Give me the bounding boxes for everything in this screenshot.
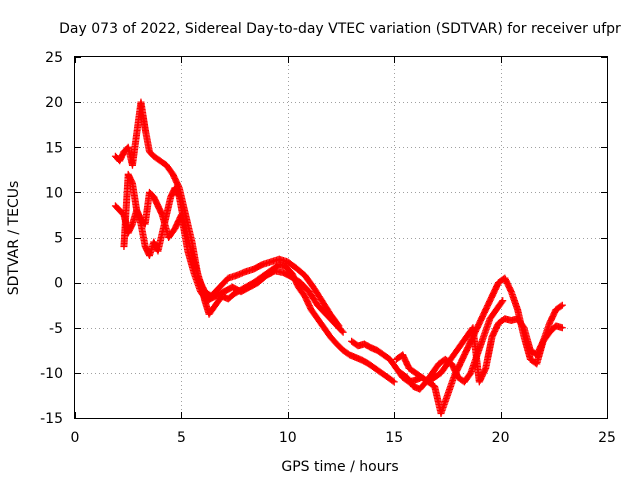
data-point (339, 328, 347, 336)
x-tick-label: 20 (492, 430, 510, 446)
y-tick-label: 25 (45, 50, 63, 66)
plot-frame (74, 56, 608, 419)
y-axis-label: SDTVAR / TECUs (6, 181, 22, 296)
axis-ticks: 0 5 10 15 20 25 -15 -10 -5 0 5 10 15 20 25 (40, 50, 616, 446)
y-tick-label: -15 (40, 411, 63, 427)
y-tick-label: 5 (54, 231, 63, 247)
grid (75, 57, 607, 418)
x-tick-label: 0 (71, 430, 80, 446)
chart-title: Day 073 of 2022, Sidereal Day-to-day VTE… (59, 21, 621, 37)
x-axis-label: GPS time / hours (281, 459, 398, 475)
x-tick-label: 15 (385, 430, 403, 446)
y-tick-label: 15 (45, 140, 63, 156)
x-tick-label: 5 (177, 430, 186, 446)
y-tick-label: -5 (49, 321, 63, 337)
y-tick-label: 20 (45, 95, 63, 111)
data-point (557, 302, 565, 310)
x-tick-label: 25 (598, 430, 616, 446)
x-tick-label: 10 (279, 430, 297, 446)
data-point (498, 298, 506, 306)
y-tick-label: 0 (54, 276, 63, 292)
data-point (499, 297, 507, 305)
data-point (558, 324, 566, 332)
data-points (111, 98, 566, 417)
data-point (338, 327, 346, 335)
data-point (558, 301, 566, 309)
y-tick-label: -10 (40, 366, 63, 382)
y-tick-label: 10 (45, 185, 63, 201)
data-point (389, 377, 397, 385)
data-point (390, 378, 398, 386)
